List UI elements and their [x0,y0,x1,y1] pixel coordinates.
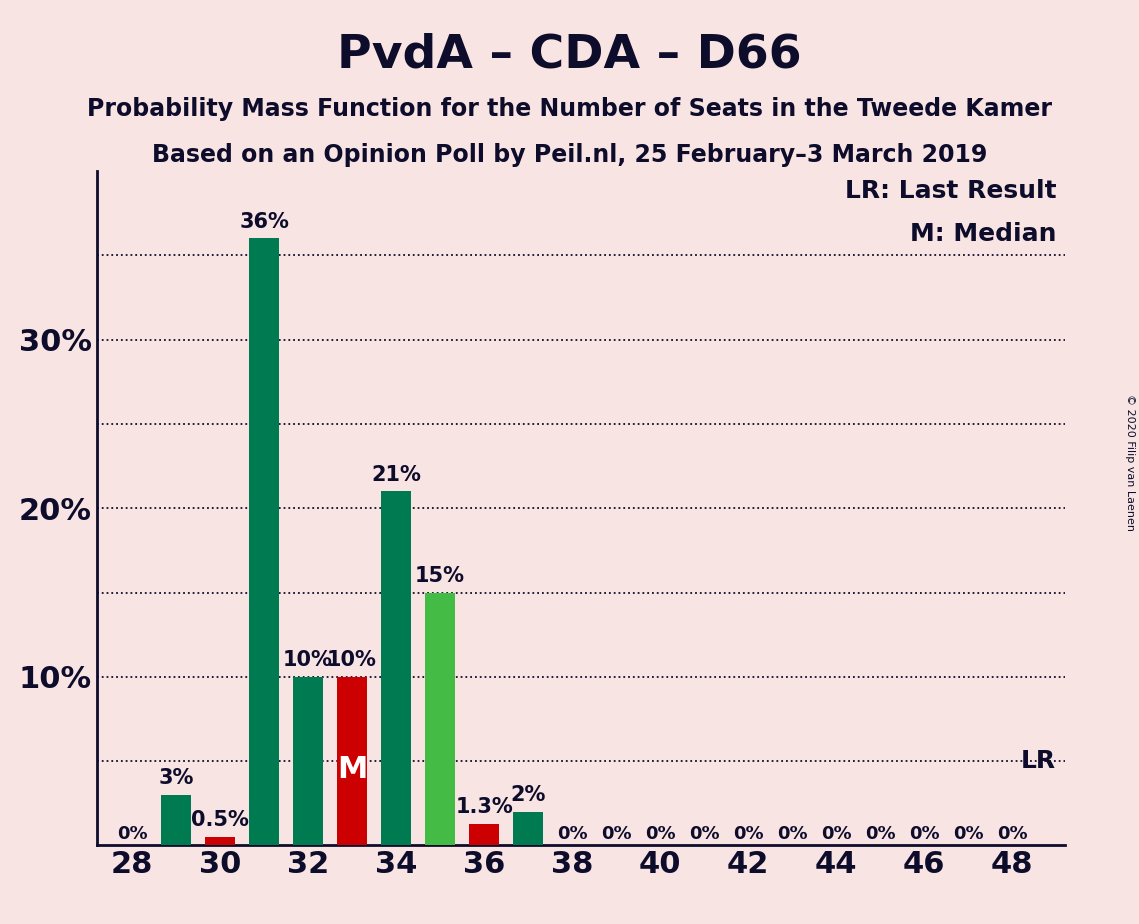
Text: PvdA – CDA – D66: PvdA – CDA – D66 [337,32,802,78]
Text: Probability Mass Function for the Number of Seats in the Tweede Kamer: Probability Mass Function for the Number… [87,97,1052,121]
Text: 0%: 0% [997,825,1027,843]
Text: 0%: 0% [732,825,763,843]
Text: 1.3%: 1.3% [456,796,513,817]
Text: 36%: 36% [239,212,289,232]
Bar [425,592,456,845]
Text: 15%: 15% [415,565,465,586]
Text: 2%: 2% [510,785,546,805]
Text: 0%: 0% [909,825,940,843]
Bar [293,676,323,845]
Text: 21%: 21% [371,465,421,484]
Text: 0%: 0% [689,825,720,843]
Text: 0%: 0% [600,825,631,843]
Bar [380,492,411,845]
Text: 10%: 10% [284,650,333,670]
Bar [248,238,279,845]
Text: 10%: 10% [327,650,377,670]
Bar [161,795,191,845]
Text: 0%: 0% [953,825,983,843]
Text: 0%: 0% [645,825,675,843]
Text: M: M [337,755,367,784]
Text: LR: Last Result: LR: Last Result [844,179,1056,203]
Text: 0.5%: 0.5% [191,810,249,831]
Text: LR: LR [1021,749,1056,773]
Text: M: Median: M: Median [910,222,1056,246]
Text: 0%: 0% [865,825,895,843]
Text: 0%: 0% [557,825,588,843]
Text: 0%: 0% [116,825,147,843]
Text: 0%: 0% [777,825,808,843]
Text: 0%: 0% [821,825,852,843]
Bar [337,676,368,845]
Text: Based on an Opinion Poll by Peil.nl, 25 February–3 March 2019: Based on an Opinion Poll by Peil.nl, 25 … [151,143,988,167]
Bar [513,812,543,845]
Text: 3%: 3% [158,768,194,788]
Text: © 2020 Filip van Laenen: © 2020 Filip van Laenen [1125,394,1134,530]
Bar [205,837,236,845]
Bar [468,823,500,845]
